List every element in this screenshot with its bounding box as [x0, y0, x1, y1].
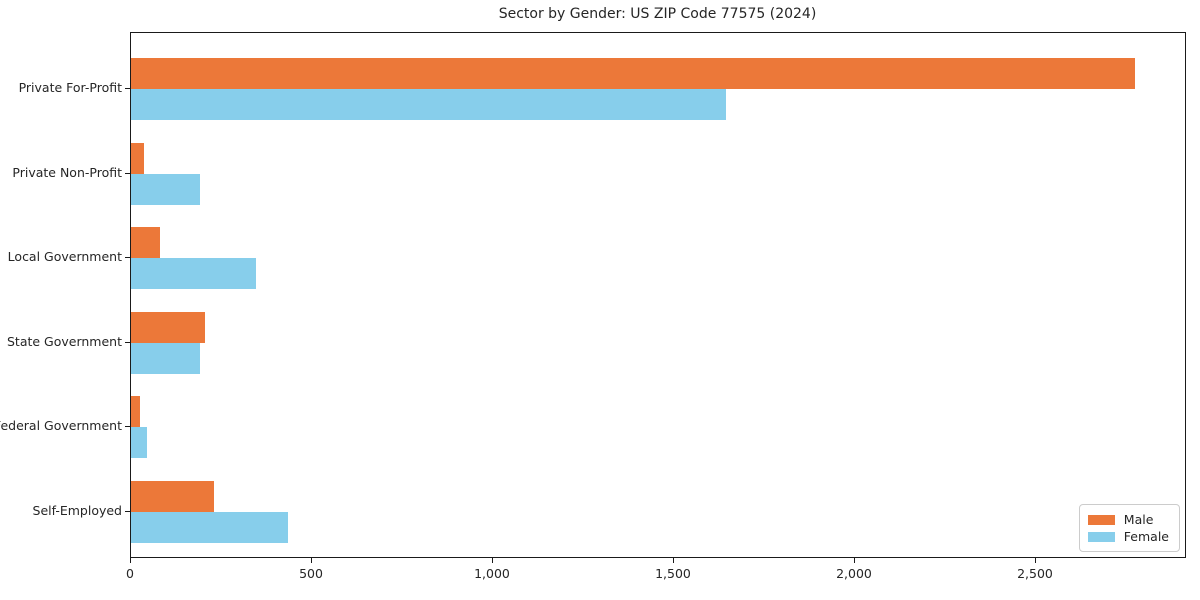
y-axis-label: Self-Employed — [32, 502, 122, 518]
y-axis-label: Private For-Profit — [18, 80, 122, 95]
x-axis-tick-label: 1,500 — [655, 566, 691, 581]
x-axis-tick-label: 2,000 — [836, 566, 872, 581]
legend-entry-female: Female — [1087, 528, 1169, 545]
x-axis-tick-label: 2,500 — [1017, 566, 1053, 581]
bar-male-3 — [131, 311, 205, 343]
x-axis-tick — [492, 558, 493, 563]
plot-area: Male Female — [130, 32, 1186, 558]
y-axis-label: State Government — [6, 333, 122, 349]
x-axis-tick — [311, 558, 312, 563]
y-axis-label: Private Non-Profit — [12, 164, 122, 180]
y-axis-tick — [125, 426, 130, 427]
legend-swatch-female — [1087, 531, 1115, 542]
x-axis-tick — [130, 558, 131, 563]
y-axis-tick — [125, 172, 130, 174]
legend-label-female: Female — [1123, 529, 1169, 544]
bar-male-5 — [131, 480, 214, 512]
bar-male-0 — [131, 58, 1135, 89]
bar-female-5 — [131, 511, 288, 543]
bar-male-4 — [131, 396, 140, 427]
bar-female-2 — [131, 258, 256, 289]
y-axis-tick — [125, 341, 130, 343]
legend-label-male: Male — [1123, 512, 1154, 527]
legend-entry-male: Male — [1087, 511, 1169, 528]
y-axis-label: Local Government — [7, 249, 122, 264]
bar-male-1 — [131, 142, 144, 174]
legend: Male Female — [1078, 504, 1180, 552]
chart-title: Sector by Gender: US ZIP Code 77575 (202… — [498, 6, 817, 22]
y-axis-tick — [125, 88, 130, 89]
y-axis-label: Federal Government — [0, 418, 122, 433]
x-axis-tick — [1035, 558, 1036, 563]
x-axis-tick-label: 0 — [126, 566, 134, 581]
legend-swatch-male — [1087, 514, 1115, 525]
x-axis-tick-label: 500 — [299, 566, 323, 581]
bar-male-2 — [131, 227, 160, 258]
x-axis-tick-label: 1,000 — [474, 566, 510, 581]
y-axis-tick — [125, 257, 130, 258]
bar-female-4 — [131, 427, 147, 458]
x-axis-tick — [673, 558, 674, 563]
x-axis-tick — [854, 558, 855, 563]
bar-female-3 — [131, 342, 200, 374]
bar-female-1 — [131, 173, 200, 205]
y-axis-tick — [125, 510, 130, 512]
bar-female-0 — [131, 89, 726, 120]
